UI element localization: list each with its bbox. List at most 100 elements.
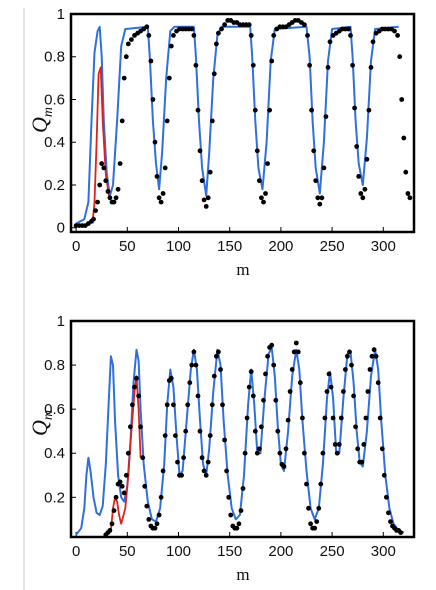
chart-top-data-point bbox=[199, 178, 205, 184]
chart-bottom-data-point bbox=[291, 349, 297, 355]
chart-bottom-data-point bbox=[336, 442, 342, 447]
chart-bottom-data-point bbox=[254, 450, 260, 456]
chart-top-data-point bbox=[119, 118, 125, 124]
chart-top-data-point bbox=[93, 208, 98, 214]
chart-bottom-y-tick-label: 0.2 bbox=[44, 489, 65, 506]
chart-top-data-point bbox=[152, 139, 158, 145]
chart-bottom-data-point bbox=[377, 415, 383, 421]
chart-top-data-point bbox=[405, 191, 411, 196]
chart-bottom-data-point bbox=[343, 367, 348, 372]
chart-bottom-data-point bbox=[324, 389, 330, 394]
chart-top-data-point bbox=[95, 199, 100, 205]
chart-top-data-point bbox=[115, 186, 121, 192]
chart-top-data-point bbox=[222, 22, 228, 28]
chart-top-data-point bbox=[246, 22, 252, 28]
chart-top-data-point bbox=[211, 71, 217, 77]
chart-top-data-point bbox=[171, 33, 176, 38]
chart-bottom-data-point bbox=[312, 525, 318, 531]
chart-bottom-x-axis-label: m bbox=[236, 565, 249, 584]
chart-bottom-data-point bbox=[257, 446, 262, 452]
chart-top-data-point bbox=[354, 144, 360, 149]
chart-top-y-tick-label: 1 bbox=[57, 6, 65, 23]
chart-top-data-point bbox=[160, 191, 166, 196]
chart-bottom-data-point bbox=[134, 375, 139, 381]
chart-top-data-point bbox=[156, 195, 162, 201]
chart-top-data-point bbox=[111, 199, 117, 205]
chart-bottom-data-point bbox=[181, 455, 187, 461]
chart-bottom-data-point bbox=[238, 508, 244, 513]
chart-bottom-data-point bbox=[281, 464, 287, 469]
chart-top-data-point bbox=[401, 135, 407, 141]
chart-bottom-data-point bbox=[308, 521, 313, 527]
chart-bottom-data-point bbox=[265, 353, 270, 359]
chart-top-data-point bbox=[123, 54, 129, 60]
chart-top-data-point bbox=[259, 195, 264, 201]
chart-top-data-point bbox=[263, 191, 268, 196]
chart-bottom-data-point bbox=[359, 459, 365, 465]
chart-bottom-data-point bbox=[351, 393, 356, 399]
chart-bottom-data-point bbox=[304, 481, 309, 487]
chart-bottom-data-point bbox=[203, 472, 209, 478]
chart-bottom-data-point bbox=[185, 402, 191, 408]
chart-bottom-frame bbox=[69, 319, 416, 539]
chart-bottom-data-point bbox=[293, 340, 299, 346]
chart-bottom-data-point bbox=[289, 367, 295, 372]
chart-bottom-data-point bbox=[164, 402, 170, 408]
chart-top-data-point bbox=[315, 195, 321, 201]
chart-top-data-point bbox=[370, 39, 376, 45]
chart-bottom-data-point bbox=[355, 446, 361, 452]
chart-bottom-data-point bbox=[369, 353, 375, 359]
chart-bottom-y-tick-label: 0.8 bbox=[44, 357, 65, 374]
chart-bottom-y-axis-label-sub: m bbox=[41, 410, 56, 420]
chart-top-x-ticks: 0 50 100 150 200 250 300 bbox=[72, 227, 396, 255]
chart-top-data-point bbox=[150, 97, 156, 102]
chart-top-data-point bbox=[302, 22, 307, 28]
chart-top-data-point bbox=[189, 26, 195, 32]
chart-top-data-point bbox=[103, 178, 109, 184]
chart-top-data-point bbox=[305, 33, 310, 38]
chart-bottom-data-point bbox=[275, 428, 281, 434]
chart-bottom-y-ticks: 0.2 0.4 0.6 0.8 1 bbox=[44, 313, 76, 506]
chart-bottom-x-tick-label: 100 bbox=[166, 543, 191, 560]
chart-top-data-point bbox=[121, 75, 127, 81]
chart-bottom-data-point bbox=[328, 384, 334, 390]
chart-top-data-point bbox=[97, 182, 103, 188]
chart-bottom-x-tick-label: 150 bbox=[217, 543, 242, 560]
chart-top-data-point bbox=[364, 156, 370, 162]
chart-top-data-point bbox=[205, 195, 211, 201]
chart-bottom-data-point bbox=[123, 472, 129, 478]
chart-bottom-data-point bbox=[216, 349, 221, 355]
chart-top-data-point bbox=[214, 41, 219, 47]
chart-top-y-tick-label: 0.4 bbox=[44, 134, 65, 151]
chart-bottom-data-point bbox=[189, 362, 195, 368]
chart-bottom-data-point bbox=[158, 494, 164, 500]
chart-top-data-point bbox=[154, 174, 160, 179]
chart-bottom-data-point bbox=[341, 389, 346, 394]
chart-bottom-data-point bbox=[306, 505, 311, 511]
chart-bottom-data-point bbox=[295, 349, 301, 355]
chart-top-data-point bbox=[352, 105, 357, 111]
chart-bottom-data-point bbox=[160, 468, 166, 474]
chart-top-data-point bbox=[350, 62, 355, 68]
chart-bottom-y-tick-label: 0.4 bbox=[44, 445, 65, 462]
chart-bottom-data-point bbox=[127, 424, 133, 430]
chart-top-y-tick-label: 0 bbox=[57, 220, 65, 237]
chart-top-x-axis-label: m bbox=[236, 260, 249, 279]
chart-top-data-point bbox=[368, 65, 374, 70]
chart-bottom-data-point bbox=[283, 446, 289, 452]
chart-top-data-point bbox=[348, 33, 353, 38]
chart-bottom-data-point bbox=[334, 450, 340, 456]
chart-bottom-x-tick-label: 50 bbox=[119, 543, 136, 560]
chart-bottom-data-point bbox=[345, 353, 350, 359]
chart-top-data-point bbox=[216, 30, 221, 36]
chart-top-y-axis-label-sub: m bbox=[41, 107, 56, 117]
chart-bottom-data-point bbox=[248, 369, 254, 375]
chart-top-data-point bbox=[392, 28, 397, 34]
chart-top-data-point bbox=[146, 33, 152, 38]
chart-bottom-data-point bbox=[361, 442, 367, 447]
chart-bottom-data-point bbox=[250, 393, 256, 399]
chart-bottom-plot-area bbox=[75, 340, 405, 538]
chart-top-data-point bbox=[346, 26, 351, 32]
chart-top-data-point bbox=[407, 195, 413, 201]
chart-top-data-point bbox=[166, 75, 172, 81]
